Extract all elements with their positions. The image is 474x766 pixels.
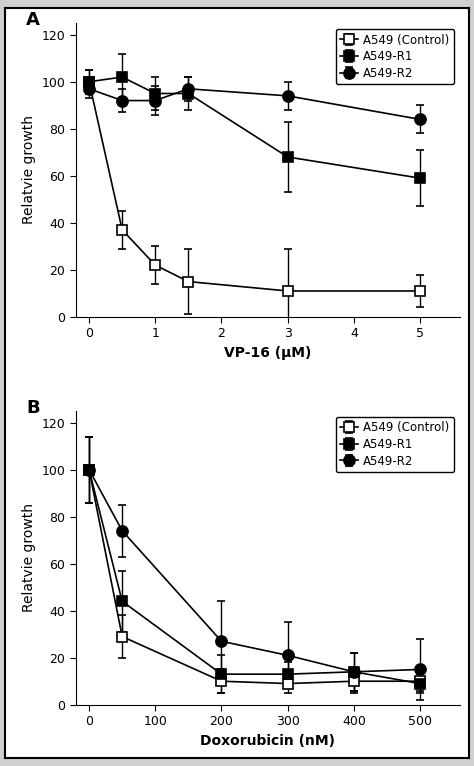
Legend: A549 (Control), A549-R1, A549-R2: A549 (Control), A549-R1, A549-R2 — [336, 417, 454, 473]
X-axis label: Doxorubicin (nM): Doxorubicin (nM) — [201, 734, 335, 748]
Y-axis label: Relatvie growth: Relatvie growth — [22, 503, 36, 612]
Legend: A549 (Control), A549-R1, A549-R2: A549 (Control), A549-R1, A549-R2 — [336, 29, 454, 84]
Y-axis label: Relatvie growth: Relatvie growth — [22, 116, 36, 224]
Text: A: A — [26, 11, 40, 29]
Text: B: B — [26, 399, 39, 417]
X-axis label: VP-16 (μM): VP-16 (μM) — [224, 345, 311, 360]
